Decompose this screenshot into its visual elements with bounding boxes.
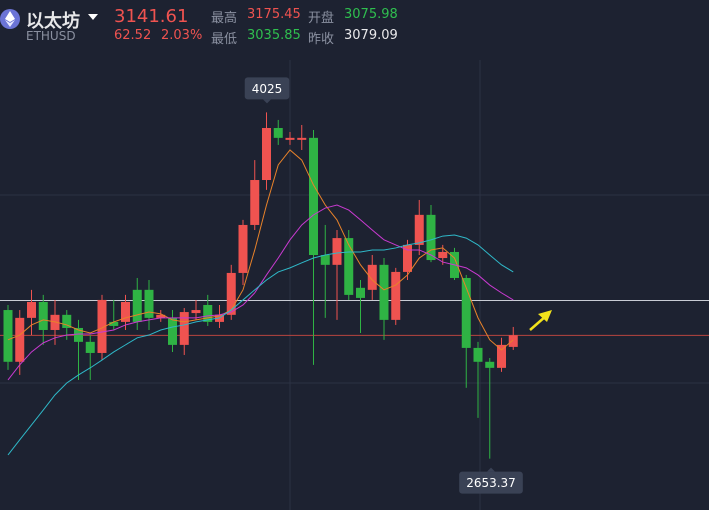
stat-value: 3035.85 [247, 28, 301, 43]
candle-body [356, 287, 365, 298]
annotation-box [244, 77, 290, 100]
price: 3141.61 [114, 6, 189, 27]
symbol: ETHUSD [26, 29, 76, 43]
ma-line [7, 204, 514, 381]
candle-body [379, 264, 389, 320]
candle-body [309, 137, 318, 255]
candle-body [62, 314, 72, 328]
candle-body [485, 361, 495, 368]
eth-icon [0, 9, 20, 29]
annotation: 4025 [244, 77, 290, 104]
stat-label: 最高 [211, 11, 238, 26]
ma-line [7, 234, 514, 456]
candle-body [403, 244, 412, 272]
candle-body [262, 128, 271, 181]
candle-body [273, 128, 283, 138]
candle-body [414, 214, 424, 245]
annotation-label: 4025 [252, 82, 283, 96]
candle-body [38, 301, 48, 330]
stat-value: 3175.45 [247, 7, 301, 22]
candle-body [3, 310, 13, 362]
change-pct: 2.03% [161, 28, 203, 43]
arrow [529, 310, 552, 331]
candle-body [426, 214, 436, 261]
asset-name: 以太坊 [26, 11, 80, 32]
stat-label: 开盘 [308, 11, 335, 26]
candle-body [144, 289, 154, 318]
annotation: 2653.37 [459, 467, 523, 494]
candle-body [226, 272, 236, 315]
stat-value: 3079.09 [344, 28, 398, 43]
candle-body [391, 271, 401, 320]
candle-body [156, 314, 166, 318]
candle-body [344, 238, 354, 295]
change: 62.52 [114, 28, 152, 43]
annotation-pointer [487, 467, 495, 472]
candle-body [179, 312, 189, 345]
dropdown[interactable] [88, 14, 100, 22]
candle-body [438, 251, 448, 259]
candle-body [168, 317, 177, 345]
annotation-box [459, 471, 523, 494]
stat-label: 最低 [211, 32, 238, 47]
candle-body [15, 317, 25, 362]
candle-body [250, 180, 260, 225]
candle-body [74, 327, 83, 342]
annotation-label: 2653.37 [466, 476, 516, 490]
candle-body [238, 224, 248, 273]
candle-body [367, 264, 377, 290]
stat-label: 昨收 [308, 32, 335, 47]
candle-body [473, 347, 483, 362]
candle-body [203, 304, 213, 322]
candle-body [191, 310, 201, 314]
candle-body [461, 277, 471, 348]
stat-value: 3075.98 [344, 7, 398, 22]
candle-body [27, 301, 36, 318]
candle-body [121, 301, 130, 322]
candle-body [297, 137, 307, 140]
candle-body [497, 344, 506, 368]
candle-body [508, 335, 518, 347]
annotation-pointer [263, 99, 271, 104]
candle-body [332, 238, 342, 265]
candle-body [97, 299, 107, 353]
candle-body [132, 289, 142, 322]
ma-line [7, 149, 514, 351]
candle-body [85, 341, 95, 353]
candle-body [285, 137, 295, 140]
candle-body [109, 321, 119, 326]
candle-body [320, 255, 330, 265]
